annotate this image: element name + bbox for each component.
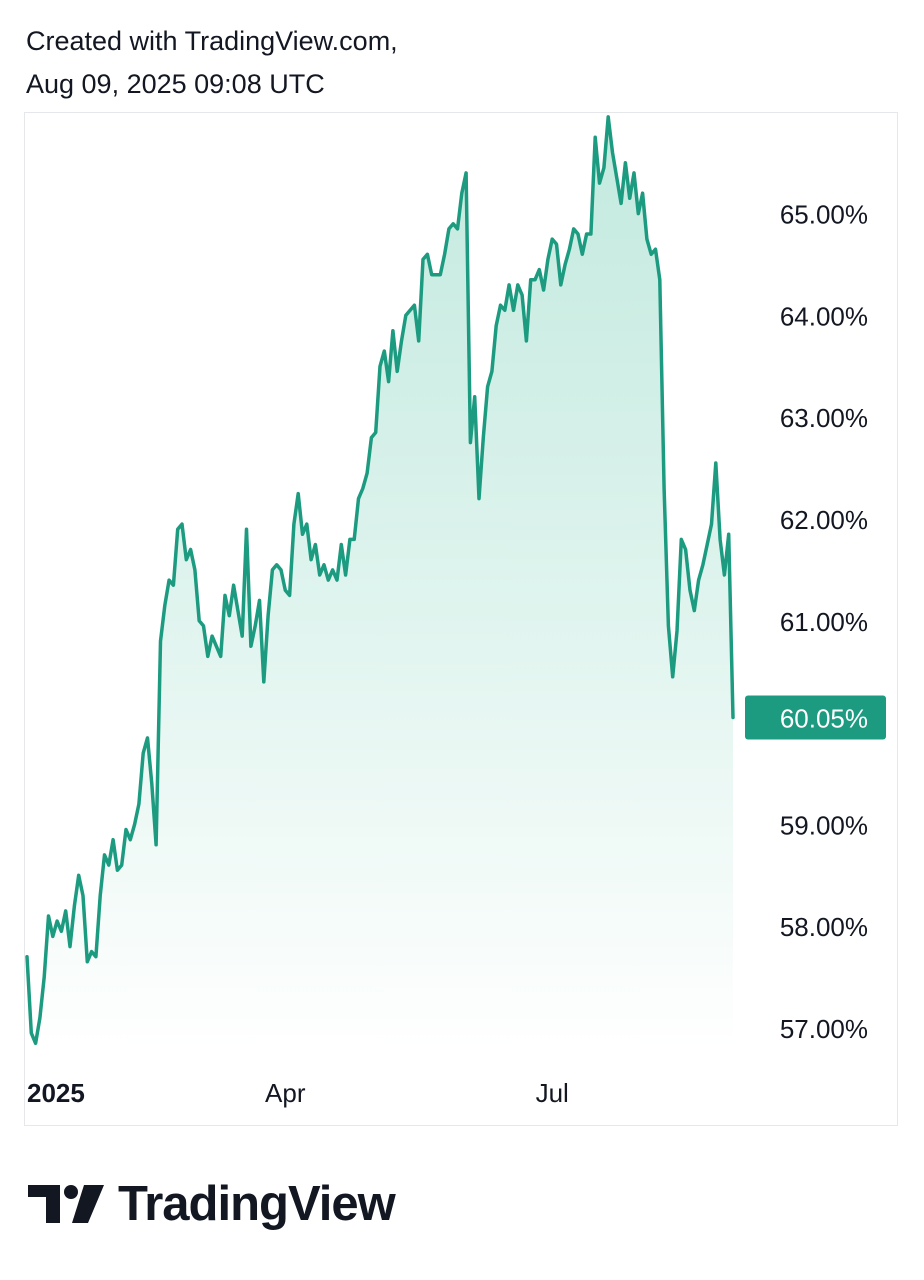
tradingview-brand[interactable]: TradingView <box>28 1176 396 1232</box>
x-tick-label: 2025 <box>27 1078 85 1108</box>
y-tick-label: 59.00% <box>780 810 868 840</box>
brand-name: TradingView <box>118 1177 396 1231</box>
x-tick-label: Jul <box>536 1078 569 1108</box>
y-tick-label: 65.00% <box>780 200 868 230</box>
last-value-label: 60.05% <box>780 704 868 734</box>
x-tick-label: Apr <box>265 1078 306 1108</box>
tradingview-logo-icon <box>28 1185 104 1223</box>
y-tick-label: 57.00% <box>780 1014 868 1044</box>
chart-header: Created with TradingView.com, Aug 09, 20… <box>26 20 398 106</box>
area-fill <box>27 116 733 1050</box>
snapshot-timestamp: Aug 09, 2025 09:08 UTC <box>26 69 325 99</box>
y-tick-label: 62.00% <box>780 505 868 535</box>
y-tick-label: 64.00% <box>780 301 868 331</box>
chart-frame <box>24 112 898 1126</box>
y-tick-label: 58.00% <box>780 912 868 942</box>
y-tick-label: 63.00% <box>780 403 868 433</box>
created-with-text: Created with TradingView.com, <box>26 26 398 56</box>
series-line <box>25 115 735 1046</box>
y-tick-label: 61.00% <box>780 607 868 637</box>
last-value-badge <box>745 695 886 740</box>
